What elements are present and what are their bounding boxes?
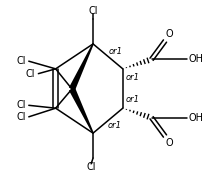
Text: O: O — [165, 138, 173, 148]
Text: Cl: Cl — [26, 69, 35, 79]
Text: Cl: Cl — [16, 100, 26, 110]
Text: Cl: Cl — [86, 162, 95, 172]
Text: OH: OH — [188, 54, 203, 64]
Text: or1: or1 — [125, 73, 139, 82]
Text: Cl: Cl — [16, 112, 26, 122]
Text: O: O — [165, 29, 173, 39]
Text: or1: or1 — [125, 95, 139, 104]
Text: or1: or1 — [108, 47, 122, 56]
Polygon shape — [69, 88, 93, 134]
Polygon shape — [69, 44, 93, 90]
Text: Cl: Cl — [88, 6, 97, 16]
Text: OH: OH — [188, 113, 203, 123]
Text: Cl: Cl — [16, 56, 26, 66]
Text: or1: or1 — [107, 121, 121, 130]
